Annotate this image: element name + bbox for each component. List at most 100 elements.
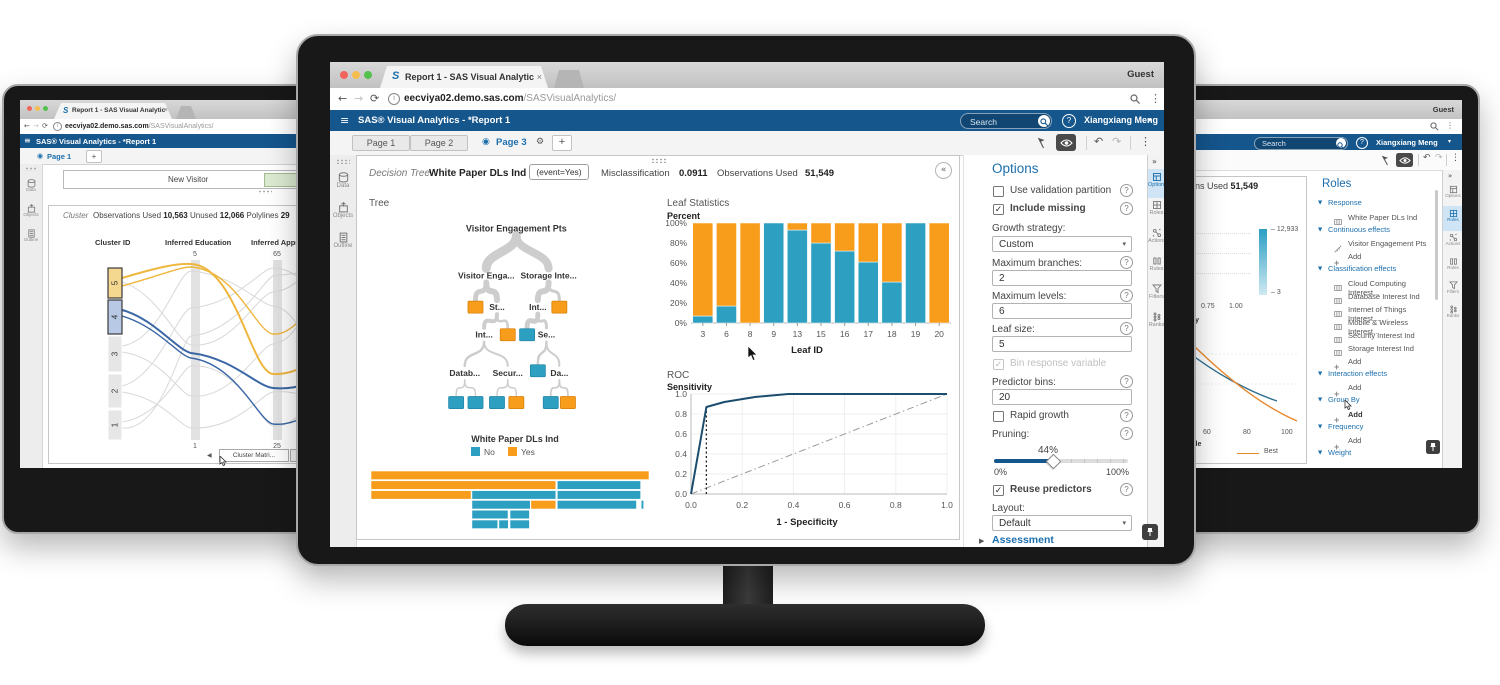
filter-controls-icon[interactable] [1380, 155, 1390, 166]
new-tab-button[interactable] [554, 70, 584, 88]
url-bar[interactable]: ⋮ [1184, 119, 1462, 135]
bar-segment-no[interactable] [787, 229, 808, 324]
roles-item[interactable]: Internet of Things Interest ... [1316, 304, 1428, 323]
roles-section-group-by[interactable]: ▼ Group By [1316, 395, 1428, 408]
bar-segment-no[interactable] [810, 242, 832, 324]
help-icon[interactable]: ? [1120, 483, 1133, 496]
roles-section-response[interactable]: ▼ Response [1316, 198, 1428, 211]
button-bar-control[interactable]: New Visitor [63, 170, 310, 189]
icicle-segment[interactable] [471, 519, 499, 529]
icicle-segment[interactable] [471, 500, 531, 510]
help-icon[interactable]: ? [1120, 322, 1133, 335]
rail-item-roles[interactable]: Roles [1148, 197, 1164, 226]
roles-item[interactable]: White Paper DLs Ind [1316, 212, 1428, 225]
icicle-segment[interactable] [371, 471, 649, 480]
rail-item-data[interactable]: Data [330, 169, 356, 200]
roles-item[interactable]: + Add [1316, 251, 1428, 268]
search-box[interactable]: Search [960, 113, 1052, 129]
tree-leaf-node[interactable] [499, 328, 516, 342]
cluster-segment-3[interactable] [107, 335, 123, 373]
roles-item[interactable]: Mobile & Wireless Interest... [1316, 317, 1428, 336]
undo-icon[interactable]: ↶ [1094, 135, 1104, 148]
back-icon[interactable]: ← [24, 122, 30, 130]
bar-segment-yes[interactable] [716, 222, 737, 307]
roles-item[interactable]: + Add [1316, 356, 1428, 373]
bar-segment-yes[interactable] [739, 222, 761, 324]
icicle-segment[interactable] [556, 490, 641, 500]
tab-close-icon[interactable]: × [536, 72, 542, 82]
roles-section-interaction-effects[interactable]: ▼ Interaction effects [1316, 369, 1428, 382]
roles-section-continuous-effects[interactable]: ▼ Continuous effects [1316, 225, 1428, 238]
cluster-segment-2[interactable] [107, 373, 123, 409]
section-collapse-icon[interactable]: ▼ [1318, 266, 1323, 272]
cluster-segment-1[interactable] [107, 409, 123, 441]
roles-item[interactable]: + Add [1316, 435, 1428, 452]
bar-segment-no[interactable] [857, 261, 879, 324]
close-window-dot[interactable] [27, 106, 32, 111]
bar-segment-no[interactable] [692, 315, 714, 324]
show-objects-button[interactable] [1396, 153, 1413, 167]
rail-item-rules[interactable]: Rules [1148, 253, 1164, 282]
page-settings-icon[interactable]: ⚙ [536, 137, 545, 147]
cluster-object[interactable]: Cluster Observations Used 10,563 Unused … [48, 205, 316, 467]
rail-item-outline[interactable]: Outline [330, 229, 356, 260]
icicle-segment[interactable] [498, 519, 509, 529]
bar-segment-yes[interactable] [834, 222, 855, 252]
browser-menu-icon[interactable]: ⋮ [1446, 121, 1454, 130]
redo-icon[interactable]: ↷ [1112, 135, 1122, 148]
tree-leaf-node[interactable] [519, 328, 535, 342]
browser-profile-label[interactable]: Guest [1432, 105, 1454, 114]
tree-leaf-node[interactable] [489, 396, 505, 409]
help-icon[interactable]: ? [1120, 409, 1133, 422]
tree-leaf-node[interactable] [560, 396, 576, 409]
checkbox-reuse-predictors[interactable]: ✓ [993, 485, 1004, 496]
browser-tab[interactable]: S Report 1 - SAS Visual Analytic × [54, 103, 172, 119]
help-icon[interactable]: ? [1120, 289, 1133, 302]
leaf-size-input[interactable]: 5 [992, 336, 1132, 352]
checkbox-rapid-growth[interactable] [993, 411, 1004, 422]
tree-leaf-node[interactable] [508, 396, 525, 409]
layout-select[interactable]: Default ▾ [992, 515, 1132, 531]
section-collapse-icon[interactable]: ▼ [1318, 370, 1323, 377]
tree-leaf-node[interactable] [448, 396, 465, 409]
page-tab-2[interactable]: Page 2 [410, 135, 468, 151]
icicle-segment[interactable] [371, 480, 557, 490]
bar-segment-no[interactable] [834, 250, 855, 324]
rail-item-ranks[interactable]: Ranks [1148, 309, 1164, 338]
zoom-window-dot[interactable] [43, 106, 48, 111]
bar-segment-no[interactable] [763, 222, 785, 324]
rail-item-rules[interactable]: Rules [1443, 254, 1462, 279]
reload-icon[interactable]: ⟳ [42, 122, 48, 130]
back-icon[interactable]: ← [338, 92, 348, 105]
page-tab-active[interactable]: Page 1 [47, 152, 72, 161]
browser-menu-icon[interactable]: ⋮ [1150, 92, 1161, 105]
roles-item[interactable]: Security Interest Ind [1316, 330, 1428, 343]
bar-segment-yes[interactable] [810, 222, 832, 244]
event-level-badge[interactable]: (event=Yes) [529, 164, 589, 180]
tab-scroll-left-icon[interactable]: ◀ [207, 452, 212, 459]
rail-item-options[interactable]: Options [1148, 169, 1164, 198]
url-bar[interactable]: ← → ⟳ i eecviya02.demo.sas.com/SASVisual… [20, 119, 316, 135]
icicle-segment[interactable] [556, 500, 637, 510]
max-levels-input[interactable]: 6 [992, 303, 1132, 319]
redo-icon[interactable]: ↷ [1435, 153, 1443, 163]
bottom-tab-cluster-matrix[interactable]: Cluster Matri... [219, 449, 289, 462]
icicle-segment[interactable] [509, 509, 530, 520]
icicle-segment[interactable] [556, 480, 641, 490]
rail-item-ranks[interactable]: Ranks [1443, 302, 1462, 327]
help-icon[interactable]: ? [1120, 184, 1133, 197]
help-icon[interactable]: ? [1062, 113, 1076, 128]
bar-segment-yes[interactable] [928, 222, 950, 324]
rail-item-outline[interactable]: Outline [20, 226, 42, 252]
collapse-rail-icon[interactable]: » [1152, 157, 1157, 166]
menu-icon[interactable]: ≡ [340, 114, 350, 127]
rail-item-objects[interactable]: Objects [330, 199, 356, 230]
close-window-dot[interactable] [340, 71, 348, 79]
decision-tree-object[interactable]: Decision Tree White Paper DLs Ind (event… [356, 155, 960, 540]
icicle-segment[interactable] [371, 490, 472, 500]
rail-item-objects[interactable]: Objects [20, 201, 42, 227]
forward-icon[interactable]: → [33, 122, 39, 130]
help-icon[interactable]: ? [1120, 256, 1133, 269]
bar-segment-yes[interactable] [857, 222, 879, 263]
search-icon[interactable] [1130, 94, 1141, 105]
